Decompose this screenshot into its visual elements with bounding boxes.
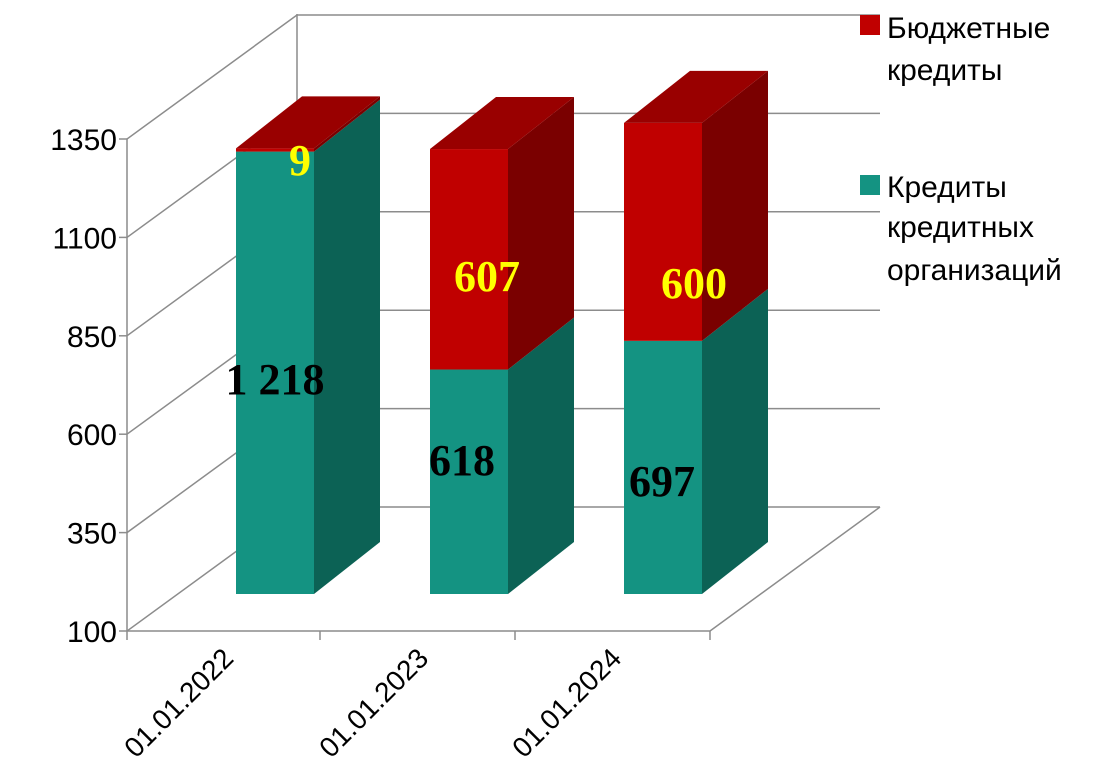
bar-budget-credits-top <box>236 96 380 149</box>
bar-bank-credits-side <box>508 317 574 594</box>
data-label-budget-credits: 600 <box>661 259 727 308</box>
bar-budget-credits <box>624 122 702 341</box>
bar-budget-credits-side <box>314 96 380 152</box>
chart-data-labels: 1 218 9 618 607 697 600 <box>226 136 728 506</box>
bar-bank-credits-side <box>702 288 768 594</box>
data-label-bank-credits: 618 <box>429 436 495 485</box>
y-tick-label: 1100 <box>52 222 117 255</box>
legend-label-budget-credits-line-1: Бюджетные <box>887 12 1050 45</box>
bar-budget-credits-top <box>624 70 768 123</box>
x-tick-label: 01.01.2024 <box>506 642 627 763</box>
chart-bars <box>236 70 768 594</box>
legend-label-bank-credits-line-2: кредитных <box>887 211 1034 244</box>
bar-budget-credits-side <box>508 97 574 370</box>
chart-axes: 100 350 600 850 1100 1350 01.01.2022 01.01.2023… <box>50 124 711 763</box>
y-tick-label: 100 <box>67 616 117 649</box>
y-tick-label: 850 <box>67 321 117 354</box>
legend-label-bank-credits-line-3: организаций <box>887 254 1062 287</box>
legend-swatch-bank-credits <box>860 175 880 195</box>
bar-budget-credits-top <box>430 97 574 150</box>
data-label-bank-credits: 697 <box>629 457 695 506</box>
legend-label-budget-credits-line-2: кредиты <box>887 54 1002 87</box>
bar-bank-credits <box>430 369 508 594</box>
bar-bank-credits-side <box>314 99 380 594</box>
bar-bank-credits <box>236 151 314 594</box>
bar-budget-credits <box>236 148 314 152</box>
bar-budget-credits <box>430 149 508 370</box>
data-label-budget-credits: 9 <box>289 136 311 185</box>
y-tick-label: 600 <box>67 419 117 452</box>
data-label-bank-credits: 1 218 <box>226 355 325 404</box>
chart-legend: Бюджетные кредиты Кредиты кредитных орга… <box>860 12 1062 287</box>
x-tick-label: 01.01.2022 <box>118 642 239 763</box>
legend-label-bank-credits-line-1: Кредиты <box>887 171 1007 204</box>
data-label-budget-credits: 607 <box>454 252 520 301</box>
y-tick-label: 350 <box>67 518 117 551</box>
bar-budget-credits-side <box>702 70 768 341</box>
legend-swatch-budget-credits <box>860 15 880 35</box>
x-tick-label: 01.01.2023 <box>313 642 434 763</box>
y-tick-label: 1350 <box>50 124 117 157</box>
bar-bank-credits <box>624 340 702 594</box>
